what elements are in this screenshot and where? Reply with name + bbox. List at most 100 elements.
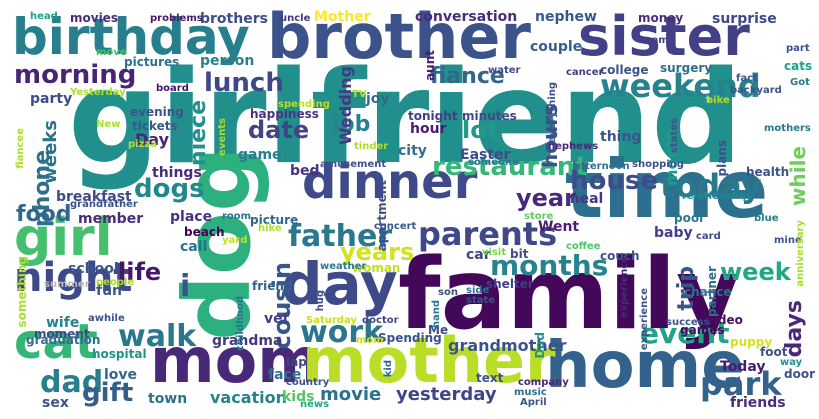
word-place: place xyxy=(170,209,213,225)
word-things: things xyxy=(152,165,202,181)
word-aunt: aunt xyxy=(423,50,437,81)
word-move: move xyxy=(96,47,127,58)
word-family: family xyxy=(398,238,740,352)
word-dinner: dinner xyxy=(302,154,478,210)
word-i: i xyxy=(180,269,191,304)
word-news: news xyxy=(300,399,330,410)
word-new: New xyxy=(96,119,121,130)
word-game: game xyxy=(238,147,282,163)
word-party: party xyxy=(30,91,73,107)
word-door: door xyxy=(784,367,815,381)
word-restaurant: restaurant xyxy=(432,152,588,182)
word-evening: evening xyxy=(130,105,184,119)
word-wife: wife xyxy=(46,315,80,331)
word-side: side xyxy=(466,285,490,296)
word-thing: thing xyxy=(600,129,642,145)
word-movies: movies xyxy=(70,11,118,25)
word-water: water xyxy=(488,65,521,76)
word-face: face xyxy=(268,367,302,383)
word-yesterday: Yesterday xyxy=(70,87,126,98)
word-school: school xyxy=(68,261,119,277)
word-tickets: tickets xyxy=(132,119,178,133)
word-lot: lot xyxy=(462,116,499,144)
word-games: games xyxy=(680,323,725,337)
word-home: home xyxy=(545,329,745,403)
word-college: college xyxy=(600,63,649,77)
word-parents: parents xyxy=(418,215,558,253)
word-part: part xyxy=(786,43,810,54)
word-bike: bike xyxy=(706,95,730,106)
word-couch: couch xyxy=(600,249,640,263)
word-problems: problems xyxy=(150,13,203,24)
word-doctor: doctor xyxy=(362,315,399,326)
word-events: events xyxy=(217,118,228,156)
word-experience: experience xyxy=(619,256,630,319)
word-chance: chance xyxy=(684,285,732,299)
word-girlfriend: girlfriend xyxy=(68,44,743,193)
word-house: house xyxy=(570,166,658,196)
word-weather: weather xyxy=(320,261,367,272)
word-today: today xyxy=(660,167,762,205)
word-movie: movie xyxy=(320,384,382,405)
word-baby: baby xyxy=(654,225,693,241)
word-someone: someone xyxy=(468,157,519,168)
word-visit: visit xyxy=(482,247,507,258)
word-blue: blue xyxy=(754,213,779,224)
word-town: town xyxy=(148,391,188,407)
word-mother: Mother xyxy=(314,9,371,25)
word-foot: foot xyxy=(760,345,788,359)
word-summer: summer xyxy=(44,279,90,290)
word-life: life xyxy=(118,258,162,286)
word-concert: concert xyxy=(374,221,417,232)
word-father: father xyxy=(288,219,393,254)
word-grandmother: grandmother xyxy=(448,336,567,355)
word-kid: kid xyxy=(383,360,394,378)
word-text: text xyxy=(476,371,504,385)
word-spending: Spending xyxy=(378,331,442,345)
word-walk: walk xyxy=(118,319,197,354)
word-graduation: graduation xyxy=(26,333,101,347)
word-music: music xyxy=(514,387,547,398)
word-hour: hour xyxy=(410,121,447,137)
word-nephews: nephews xyxy=(548,141,599,152)
word-country: country xyxy=(286,377,330,388)
word-mom: mom xyxy=(356,335,384,346)
word-woman: woman xyxy=(352,261,401,275)
word-nephew: nephew xyxy=(535,9,597,25)
word-cats: cats xyxy=(784,59,813,73)
word-tinder: tinder xyxy=(354,141,389,152)
word-day: day xyxy=(281,250,398,318)
word-bed: bed xyxy=(290,163,320,179)
word-time: time xyxy=(565,143,769,236)
word-beach: beach xyxy=(184,225,225,239)
word-friends: friends xyxy=(730,395,786,411)
word-girl: girl xyxy=(14,208,113,268)
word-fiancee: fiancee xyxy=(15,128,26,169)
word-vet: vet xyxy=(264,311,290,327)
word-year: year xyxy=(516,184,576,212)
word-sister: sister xyxy=(578,5,750,68)
word-moment: moment xyxy=(34,327,90,341)
word-mothers: mothers xyxy=(764,123,811,134)
word-wedding: Wedding xyxy=(336,66,355,146)
word-anniversary: anniversary xyxy=(795,220,806,287)
word-hike: hike xyxy=(258,223,282,234)
word-success: success xyxy=(666,317,710,328)
word-years: years xyxy=(340,238,415,266)
word-relationship: relationship xyxy=(682,191,750,202)
word-plans: plans xyxy=(715,140,729,177)
word-amusement: amusement xyxy=(320,159,387,170)
word-car: car xyxy=(466,247,491,263)
word-shelter: shelter xyxy=(486,277,534,291)
word-meal: meal xyxy=(565,191,604,207)
word-pizza: pizza xyxy=(128,139,157,150)
word-day: Day xyxy=(135,130,170,149)
word-everything: everything xyxy=(547,82,558,144)
word-store: store xyxy=(524,211,554,222)
word-surprise: surprise xyxy=(712,11,777,27)
word-week: week xyxy=(720,258,791,286)
word-states: states xyxy=(669,118,680,153)
word-cat: cat xyxy=(14,314,98,370)
word-event: event xyxy=(640,317,730,350)
word-couple: couple xyxy=(530,39,583,55)
